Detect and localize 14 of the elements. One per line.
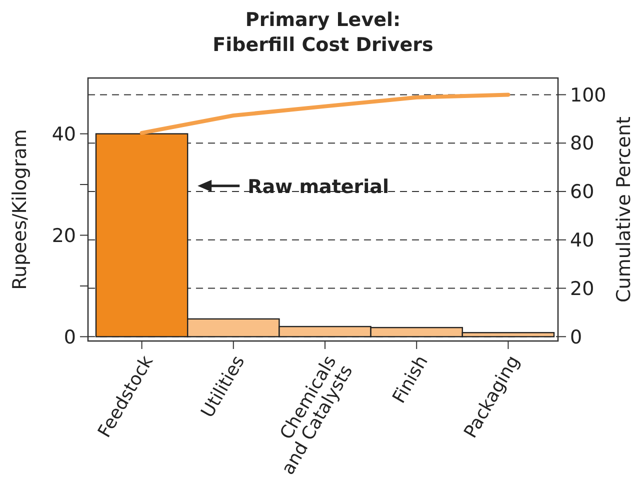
y-tick-label: 0 bbox=[64, 326, 76, 348]
y-tick-label: 20 bbox=[52, 224, 76, 247]
y2-tick-label: 20 bbox=[570, 278, 594, 300]
y2-tick-label: 100 bbox=[570, 84, 606, 106]
chart-title: Primary Level: Fiberfill Cost Drivers bbox=[212, 9, 434, 56]
y2-axis-title: Cumulative Percent bbox=[613, 116, 635, 302]
y2-tick-label: 0 bbox=[570, 326, 582, 348]
line-series bbox=[140, 92, 510, 135]
y2-tick-label: 80 bbox=[570, 132, 594, 155]
y2-tick-label: 40 bbox=[570, 230, 594, 252]
y-axis-title: Rupees/Kilogram bbox=[9, 129, 31, 290]
annotation: Raw material bbox=[248, 176, 390, 198]
y-tick-label: 40 bbox=[52, 123, 76, 146]
y2-tick-label: 60 bbox=[570, 181, 594, 204]
